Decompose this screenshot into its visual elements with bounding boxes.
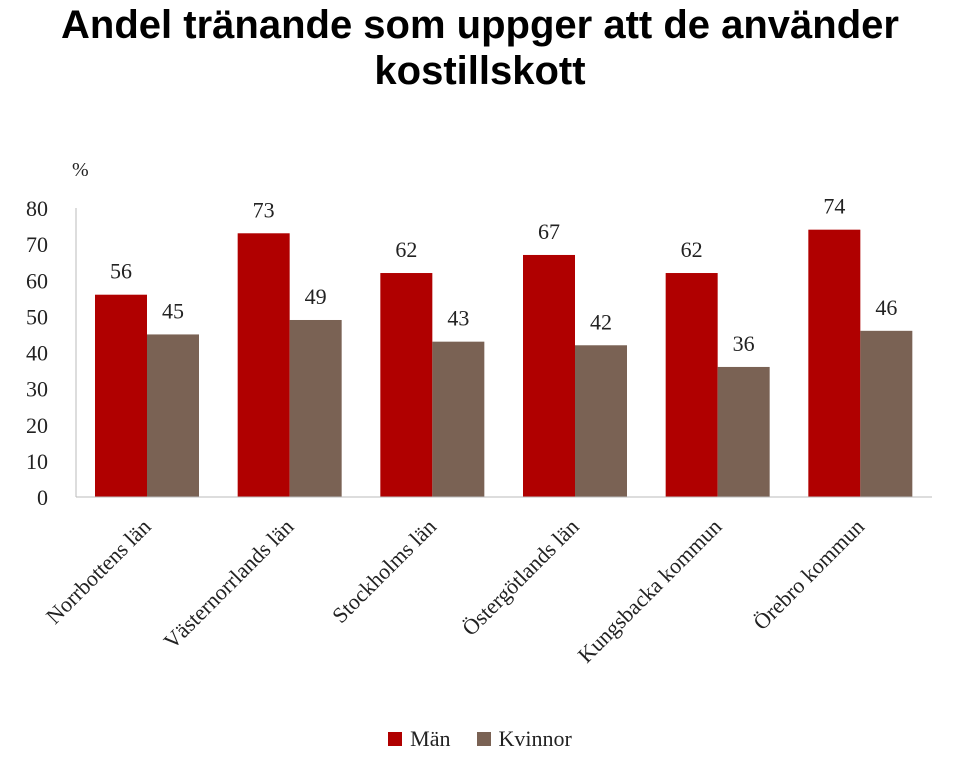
data-label: 62 bbox=[395, 237, 417, 262]
bar-män-4 bbox=[665, 273, 718, 497]
legend-label: Män bbox=[410, 726, 451, 751]
bar-män-3 bbox=[523, 254, 575, 497]
x-tick-label: Stockholms län bbox=[327, 514, 441, 628]
x-tick-label: Norrbottens län bbox=[41, 514, 156, 629]
data-label: 43 bbox=[447, 306, 469, 331]
x-tick-label: Kungsbacka kommun bbox=[573, 514, 727, 668]
data-label: 45 bbox=[162, 298, 184, 323]
x-tick-label: Örebro kommun bbox=[748, 514, 869, 635]
data-label: 36 bbox=[733, 331, 755, 356]
bar-kvinnor-0 bbox=[147, 334, 199, 497]
bar-chart: % 0 10 20 30 40 50 60 70 80 56 45 73 49 62 43 67 42 62 36… bbox=[26, 159, 932, 668]
bar-kvinnor-3 bbox=[575, 345, 627, 497]
data-label: 56 bbox=[110, 259, 132, 284]
data-label: 46 bbox=[875, 295, 897, 320]
x-tick-label: Västernorrlands län bbox=[158, 514, 298, 654]
y-tick-label: 50 bbox=[26, 304, 48, 329]
y-tick-label: 60 bbox=[26, 268, 48, 293]
x-tick-label: Östergötlands län bbox=[457, 514, 584, 641]
y-axis: 0 10 20 30 40 50 60 70 80 bbox=[26, 196, 48, 510]
bar-kvinnor-4 bbox=[717, 366, 770, 497]
data-label: 49 bbox=[305, 284, 327, 309]
chart-title-line-1: Andel tränande som uppger att de använde… bbox=[61, 3, 899, 47]
bar-kvinnor-2 bbox=[432, 341, 485, 497]
data-label: 67 bbox=[538, 219, 560, 244]
data-labels: 56 45 73 49 62 43 67 42 62 36 74 46 bbox=[110, 194, 897, 356]
y-tick-label: 70 bbox=[26, 232, 48, 257]
data-label: 62 bbox=[681, 237, 703, 262]
bar-män-5 bbox=[808, 229, 861, 498]
bar-kvinnor-5 bbox=[860, 330, 913, 497]
legend-item: Kvinnor bbox=[476, 726, 572, 752]
y-tick-label: 0 bbox=[37, 485, 48, 510]
bars bbox=[95, 229, 913, 498]
y-tick-label: 10 bbox=[26, 449, 48, 474]
bar-kvinnor-1 bbox=[289, 319, 342, 497]
data-label: 42 bbox=[590, 309, 612, 334]
chart-title: Andel tränande som uppger att de använde… bbox=[0, 2, 960, 94]
data-label: 74 bbox=[823, 194, 845, 219]
legend-label: Kvinnor bbox=[498, 726, 572, 751]
legend: Män Kvinnor bbox=[0, 726, 960, 752]
y-tick-label: 20 bbox=[26, 413, 48, 438]
legend-swatch bbox=[388, 732, 403, 746]
bar-män-1 bbox=[237, 233, 290, 497]
legend-swatch bbox=[476, 732, 491, 746]
y-tick-label: 40 bbox=[26, 341, 48, 366]
legend-item: Män bbox=[388, 726, 451, 752]
x-axis: Norrbottens län Västernorrlands län Stockh… bbox=[41, 514, 869, 668]
bar-män-0 bbox=[95, 294, 147, 497]
y-axis-unit-label: % bbox=[72, 159, 89, 181]
y-tick-label: 80 bbox=[26, 196, 48, 221]
data-label: 73 bbox=[253, 197, 275, 222]
bar-män-2 bbox=[380, 273, 433, 497]
chart-title-line-2: kostillskott bbox=[374, 49, 586, 93]
y-tick-label: 30 bbox=[26, 377, 48, 402]
